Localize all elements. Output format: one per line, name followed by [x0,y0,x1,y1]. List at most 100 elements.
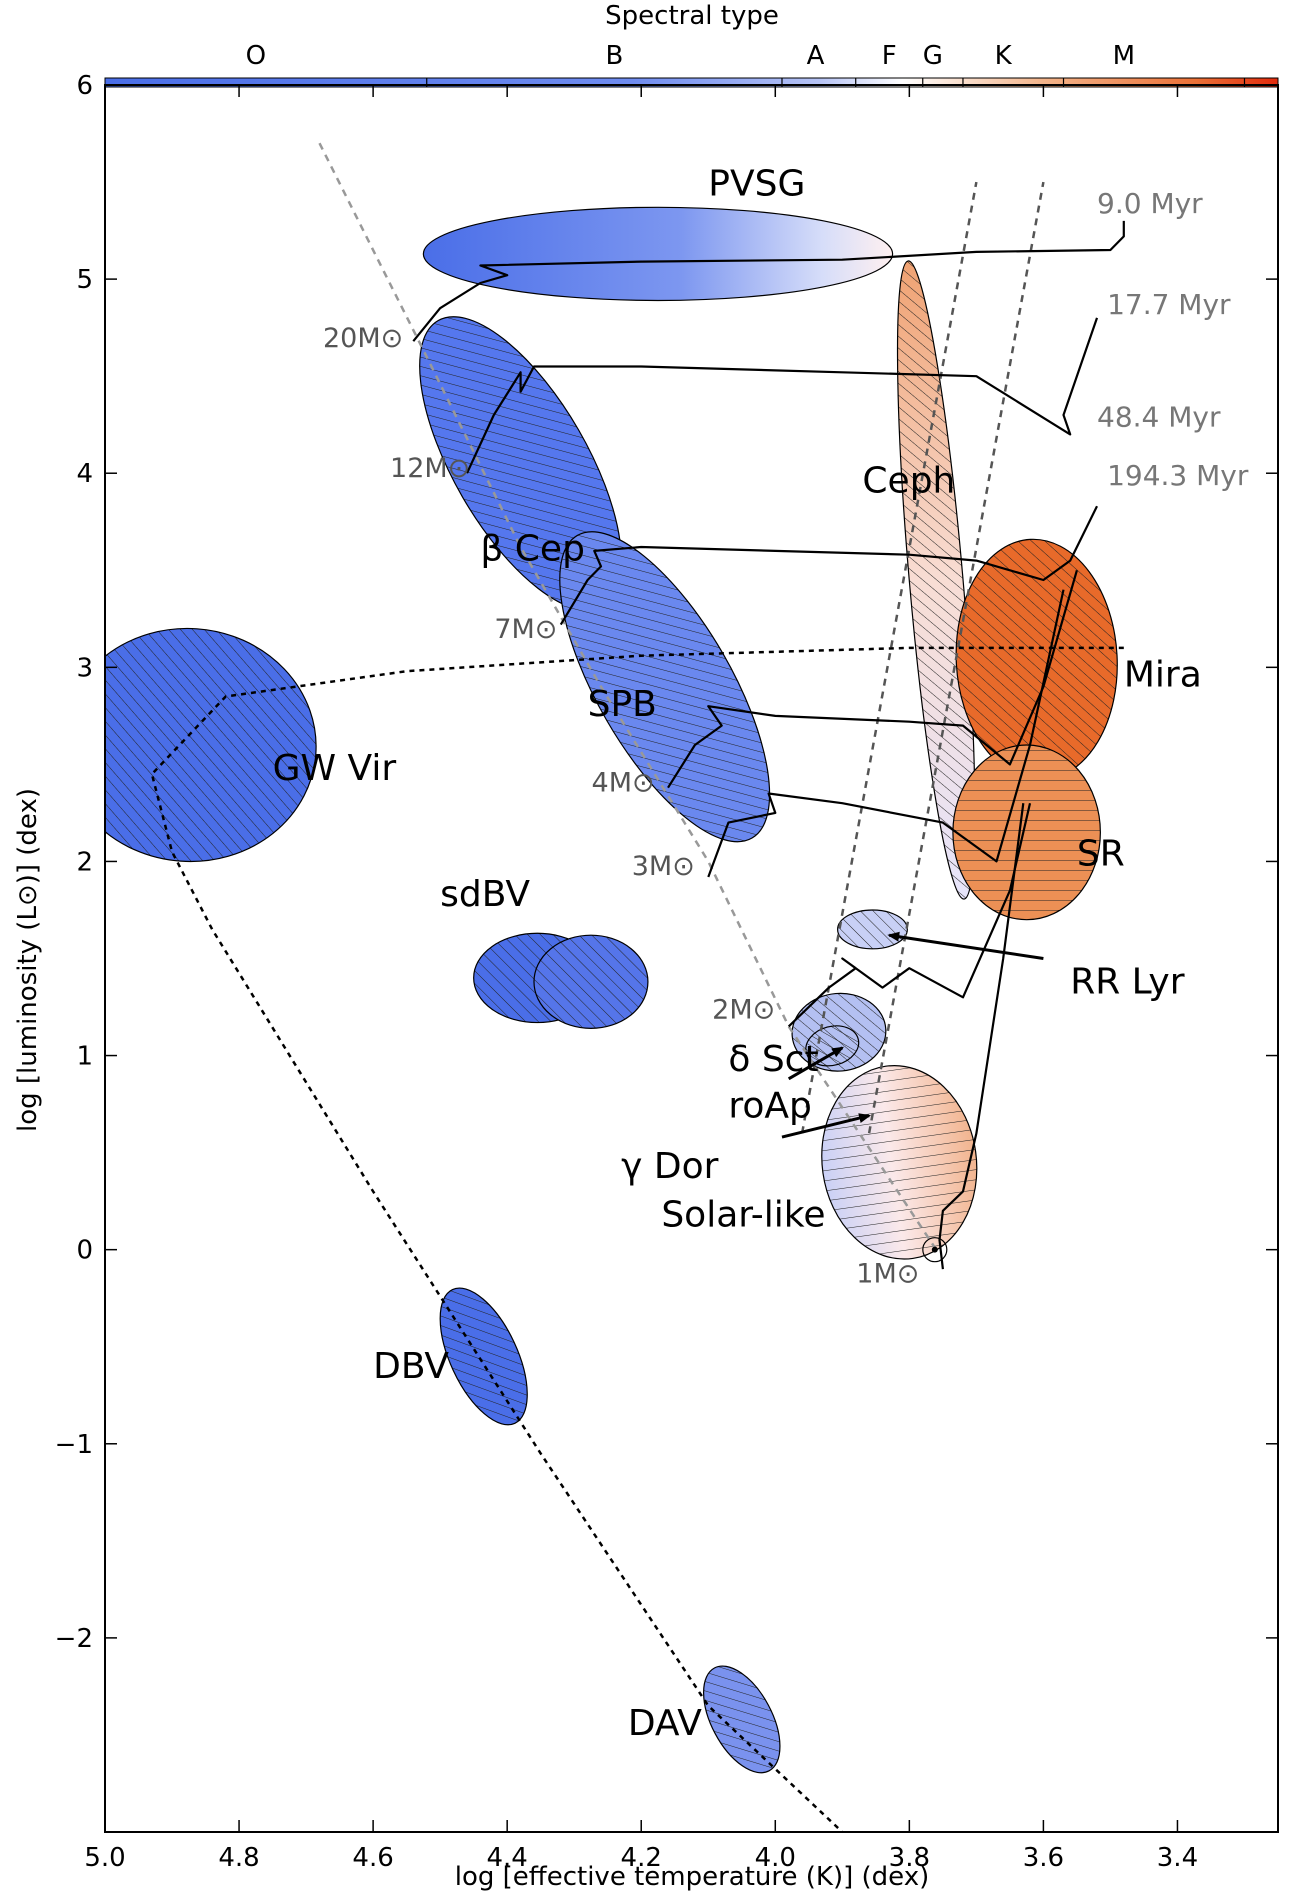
region-ceph-outline [896,260,976,900]
region-ceph-hatch [897,260,975,900]
label-rr-lyr: RR Lyr [1070,961,1185,1002]
x-tick-label-3: 4.4 [486,1843,527,1873]
sun-dot [931,1246,938,1253]
zams-line [318,142,938,1251]
arrow-rr-lyr [887,931,1044,960]
spectral-type-o: O [246,41,266,71]
age-194-3-myr: 194.3 Myr [1107,459,1249,492]
label-sr: SR [1077,833,1125,874]
arrow-dor [781,1113,872,1139]
sun-symbol [922,1237,948,1263]
track-12m [466,317,1099,474]
x-tick-label-5: 4.0 [755,1843,796,1873]
region-dbv-hatch [440,1288,528,1425]
x-tick-label-8: 3.4 [1157,1843,1198,1873]
label-ceph: Ceph [862,461,955,502]
spectral-color-bar [104,77,1279,88]
region-sct-outline [791,992,887,1072]
x-tick-label-7: 3.6 [1023,1843,1064,1873]
region-solar-like-hatch [821,1065,977,1260]
spectral-type-label: Spectral type [605,1,779,31]
label-dor: γ Dor [621,1146,718,1187]
track-1m [938,803,1025,1270]
label-dbv: DBV [373,1346,449,1387]
y-tick-label-4: 2 [76,847,93,877]
y-tick-label-3: 3 [76,653,93,683]
mass-7m: 7M⊙ [494,614,557,645]
axes: 5.0 4.8 4.6 4.4 4.2 4.0 3.8 3.6 3.4 6 5 4 3 2 1 0 −1 −2 [55,71,1279,1873]
y-tick-label-1: 5 [76,265,93,295]
spectral-type-k: K [995,41,1013,71]
x-tick-label-4: 4.2 [621,1843,662,1873]
y-tick-label-7: −1 [55,1430,93,1460]
y-tick-label-8: −2 [55,1624,93,1654]
region-spb-hatch [559,531,770,842]
region-rr-lyr-outline [837,909,908,950]
instability-strip-edge-0 [800,181,978,1134]
arrow-roap [787,1046,845,1081]
instability-strip-edge-1 [867,181,1045,1134]
reference-lines [150,142,1124,1832]
spectral-type-a: A [807,41,825,71]
spectral-type-g: G [923,41,943,71]
y-tick-label-0: 6 [76,71,93,101]
mass-20m: 20M⊙ [323,323,403,354]
mass-12m: 12M⊙ [390,453,470,484]
label-dav: DAV [628,1703,702,1744]
x-tick-label-2: 4.6 [352,1843,393,1873]
region-roap-hatch [805,1025,859,1066]
y-tick-label-5: 1 [76,1042,93,1072]
region-gw-vir-outline [105,627,317,863]
x-tick-label-6: 3.8 [889,1843,930,1873]
white-dwarf-cooling-line [150,646,1124,1832]
region-pvsg-outline [422,206,894,302]
label-pvsg: PVSG [708,164,805,205]
label-roap: roAp [728,1086,812,1127]
label-spb: SPB [588,684,657,725]
region-sr-outline [952,744,1101,921]
region-pvsg-fill [423,207,893,301]
track-4m [667,569,1078,789]
region-mira-hatch [956,539,1118,780]
label-solar-like: Solar-like [661,1194,825,1235]
mass-4m: 4M⊙ [592,768,655,799]
region-cep-hatch [419,316,622,611]
spectral-type-f: F [882,41,897,71]
variable-star-regions [105,206,1118,1774]
spectral-type-b: B [605,41,623,71]
label-sdbv: sdBV [440,874,530,915]
y-tick-label-6: 0 [76,1236,93,1266]
track-20m [412,220,1125,342]
age-17-7-myr: 17.7 Myr [1107,288,1231,321]
age-48-4-myr: 48.4 Myr [1097,401,1221,434]
region-labels: PVSG β Cep SPB Ceph GW Vir sdBV Mira SR RR Lyr δ … [273,164,1249,1744]
label-sct: δ Sct [728,1039,818,1080]
y-axis-label: log [luminosity (L⊙)] (dex) [13,788,43,1132]
region-dav-hatch [703,1666,780,1773]
plot-area [105,142,1125,1832]
mass-2m: 2M⊙ [712,995,775,1026]
track-3m [707,589,1065,878]
mass-1m: 1M⊙ [856,1259,919,1290]
x-axis-label: log [effective temperature (K)] (dex) [455,1862,929,1892]
mass-3m: 3M⊙ [632,851,695,882]
spectral-type-m: M [1113,41,1135,71]
plot-frame [104,84,1279,1833]
label-cep: β Cep [480,529,585,570]
evolution-tracks [412,220,1125,1270]
region-gw-vir-hatch [105,628,317,862]
region-dav-outline [703,1665,781,1774]
label-gw-vir: GW Vir [273,748,397,789]
label-mira: Mira [1124,655,1202,696]
region-sdbv-2-hatch [533,935,648,1029]
track-7m [559,505,1098,626]
x-tick-label-0: 5.0 [84,1843,125,1873]
region-sr-hatch [952,744,1101,920]
x-tick-label-1: 4.8 [218,1843,259,1873]
region-dbv-outline [439,1287,528,1426]
region-sdbv-2-outline [533,934,649,1029]
track-2m [787,802,1032,1028]
y-tick-label-2: 4 [76,459,93,489]
